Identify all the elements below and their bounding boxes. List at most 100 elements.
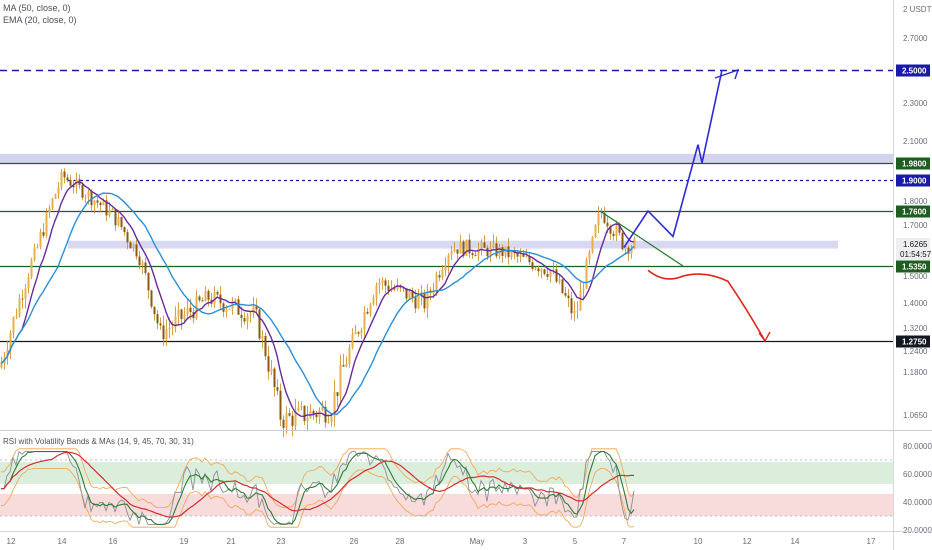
candle-body: [477, 248, 480, 256]
candle-body: [435, 275, 438, 291]
candle-body: [516, 253, 519, 257]
candle-body: [273, 368, 276, 388]
candle-body: [51, 198, 54, 209]
price-tick-1.0650: 1.0650: [903, 411, 928, 420]
candle-body: [447, 255, 450, 265]
level-tag-1.9000: [896, 174, 930, 187]
candle-body: [621, 232, 624, 250]
candle-body: [591, 236, 594, 252]
candle-body: [348, 347, 351, 365]
candle-body: [294, 410, 297, 426]
rsi-pane[interactable]: [0, 448, 893, 528]
candle-body: [6, 349, 9, 358]
level-tag-text-1.5350: 1.5350: [902, 263, 927, 272]
time-axis[interactable]: 12 14 16 19 21 23 26 28 May 3 5 7 10 12 14 17: [0, 531, 932, 547]
bearish-projection-path: [647, 269, 766, 342]
candle-body: [417, 296, 420, 309]
candle-body: [33, 247, 36, 260]
time-tick-7: 7: [622, 537, 627, 546]
candle-body: [198, 296, 201, 301]
candle-body: [111, 209, 114, 211]
candle-body: [165, 329, 168, 340]
candle-body: [522, 254, 525, 257]
rsi-axis[interactable]: 80.0000 60.0000 40.0000 20.0000: [903, 442, 932, 535]
candle-body: [123, 227, 126, 233]
candle-body: [96, 200, 99, 203]
time-tick-12: 12: [743, 537, 752, 546]
candle-body: [393, 288, 396, 290]
candle-body: [153, 306, 156, 315]
candle-body: [600, 212, 603, 214]
candle-body: [261, 336, 264, 339]
candle-body: [546, 273, 549, 277]
mid-zone: [68, 240, 838, 249]
level-tag-text-1.9800: 1.9800: [902, 160, 927, 169]
time-tick-17: 17: [867, 537, 876, 546]
rsi-legend[interactable]: RSI with Volatility Bands & MAs (14, 9, …: [3, 437, 194, 446]
candle-body: [12, 317, 15, 334]
candle-body: [339, 365, 342, 396]
ema-legend[interactable]: EMA (20, close, 0): [3, 15, 77, 25]
price-tick-2.7000: 2.7000: [903, 34, 928, 43]
candle-body: [414, 297, 417, 309]
price-axis-currency: 2 USDT: [903, 5, 932, 14]
candle-body: [486, 247, 489, 257]
candle-body: [459, 241, 462, 254]
price-pane[interactable]: [0, 68, 893, 438]
level-tag-text-1.2750: 1.2750: [902, 338, 927, 347]
candle-body: [381, 280, 384, 284]
candle-body: [564, 292, 567, 296]
candle-body: [375, 285, 378, 298]
candle-body: [69, 180, 72, 186]
price-axis[interactable]: 2 USDT 2.7000 2.3000 2.1000 1.8000 1.7000 1.5…: [893, 0, 932, 550]
rsi-tick-20.0000: 20.0000: [903, 526, 932, 535]
candle-body: [579, 290, 582, 311]
candle-body: [150, 290, 153, 307]
candle-body: [9, 333, 12, 350]
candle-body: [147, 272, 150, 291]
candle-body: [351, 334, 354, 348]
candle-body: [357, 332, 360, 334]
level-tag-text-1.9000: 1.9000: [902, 177, 927, 186]
candle-body: [408, 291, 411, 299]
ma-legend[interactable]: MA (50, close, 0): [3, 3, 71, 13]
candle-body: [576, 310, 579, 312]
candle-body: [441, 270, 444, 278]
candle-body: [627, 247, 630, 254]
rsi-ma-slow: [0, 451, 634, 518]
candle-body: [540, 269, 543, 272]
candle-body: [480, 242, 483, 249]
rsi-upper-band: [0, 448, 635, 508]
candle-body: [93, 200, 96, 206]
candle-body: [426, 290, 429, 309]
price-tick-1.4000: 1.4000: [903, 299, 928, 308]
candle-body: [162, 325, 165, 340]
candle-body: [252, 306, 255, 314]
candle-body: [456, 249, 459, 254]
candle-body: [474, 255, 477, 257]
candle-body: [321, 407, 324, 411]
candle-body: [48, 208, 51, 213]
candle-body: [195, 296, 198, 319]
candle-body: [471, 253, 474, 256]
time-tick-12: 12: [7, 537, 16, 546]
candle-body: [444, 264, 447, 271]
candle-body: [27, 277, 30, 289]
level-tag-1.2750: [896, 335, 930, 348]
level-tag-2.5000: [896, 64, 930, 77]
price-tick-1.1800: 1.1800: [903, 368, 928, 377]
candle-body: [243, 318, 246, 322]
rsi-oversold-band: [0, 494, 893, 516]
candle-body: [450, 251, 453, 256]
candle-body: [21, 298, 24, 300]
candle-body: [249, 313, 252, 316]
candle-body: [438, 275, 441, 278]
candle-body: [573, 310, 576, 314]
candle-body: [588, 251, 591, 260]
price-tick-2.1000: 2.1000: [903, 137, 928, 146]
candle-body: [159, 323, 162, 326]
candle-body: [618, 225, 621, 233]
horizontal-levels: [0, 69, 893, 343]
